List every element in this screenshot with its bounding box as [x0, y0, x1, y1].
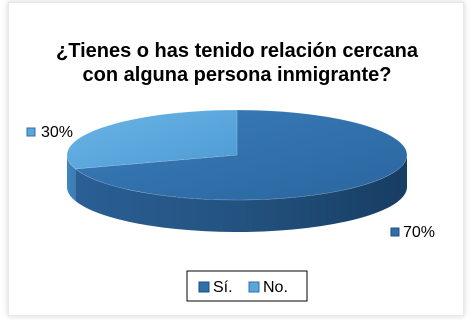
data-label-group-si: 70% — [390, 224, 435, 241]
legend-label-no: No. — [263, 279, 288, 296]
pie-slice-si — [74, 109, 408, 201]
chart-title-line-1: ¿Tienes o has tenido relación cercana — [56, 40, 419, 62]
pie-chart: ¿Tienes o has tenido relación cercana co… — [26, 40, 435, 302]
pie-side-no — [67, 155, 76, 201]
chart-frame: ¿Tienes o has tenido relación cercana co… — [8, 2, 464, 316]
chart-title-line-2: con alguna persona inmigrante? — [83, 64, 392, 86]
legend: Sí. No. — [186, 270, 308, 302]
pie-side-si — [75, 155, 407, 233]
data-label-si: 70% — [403, 224, 435, 241]
pie-slice-no — [66, 109, 238, 170]
data-label-no: 30% — [41, 124, 73, 141]
data-label-marker-no — [26, 127, 36, 137]
legend-label-si: Sí. — [213, 279, 233, 296]
data-label-marker-si — [390, 227, 400, 237]
legend-swatch-si — [198, 281, 210, 293]
legend-swatch-no — [248, 281, 260, 293]
pie-group — [66, 109, 408, 233]
data-label-group-no: 30% — [26, 124, 73, 141]
